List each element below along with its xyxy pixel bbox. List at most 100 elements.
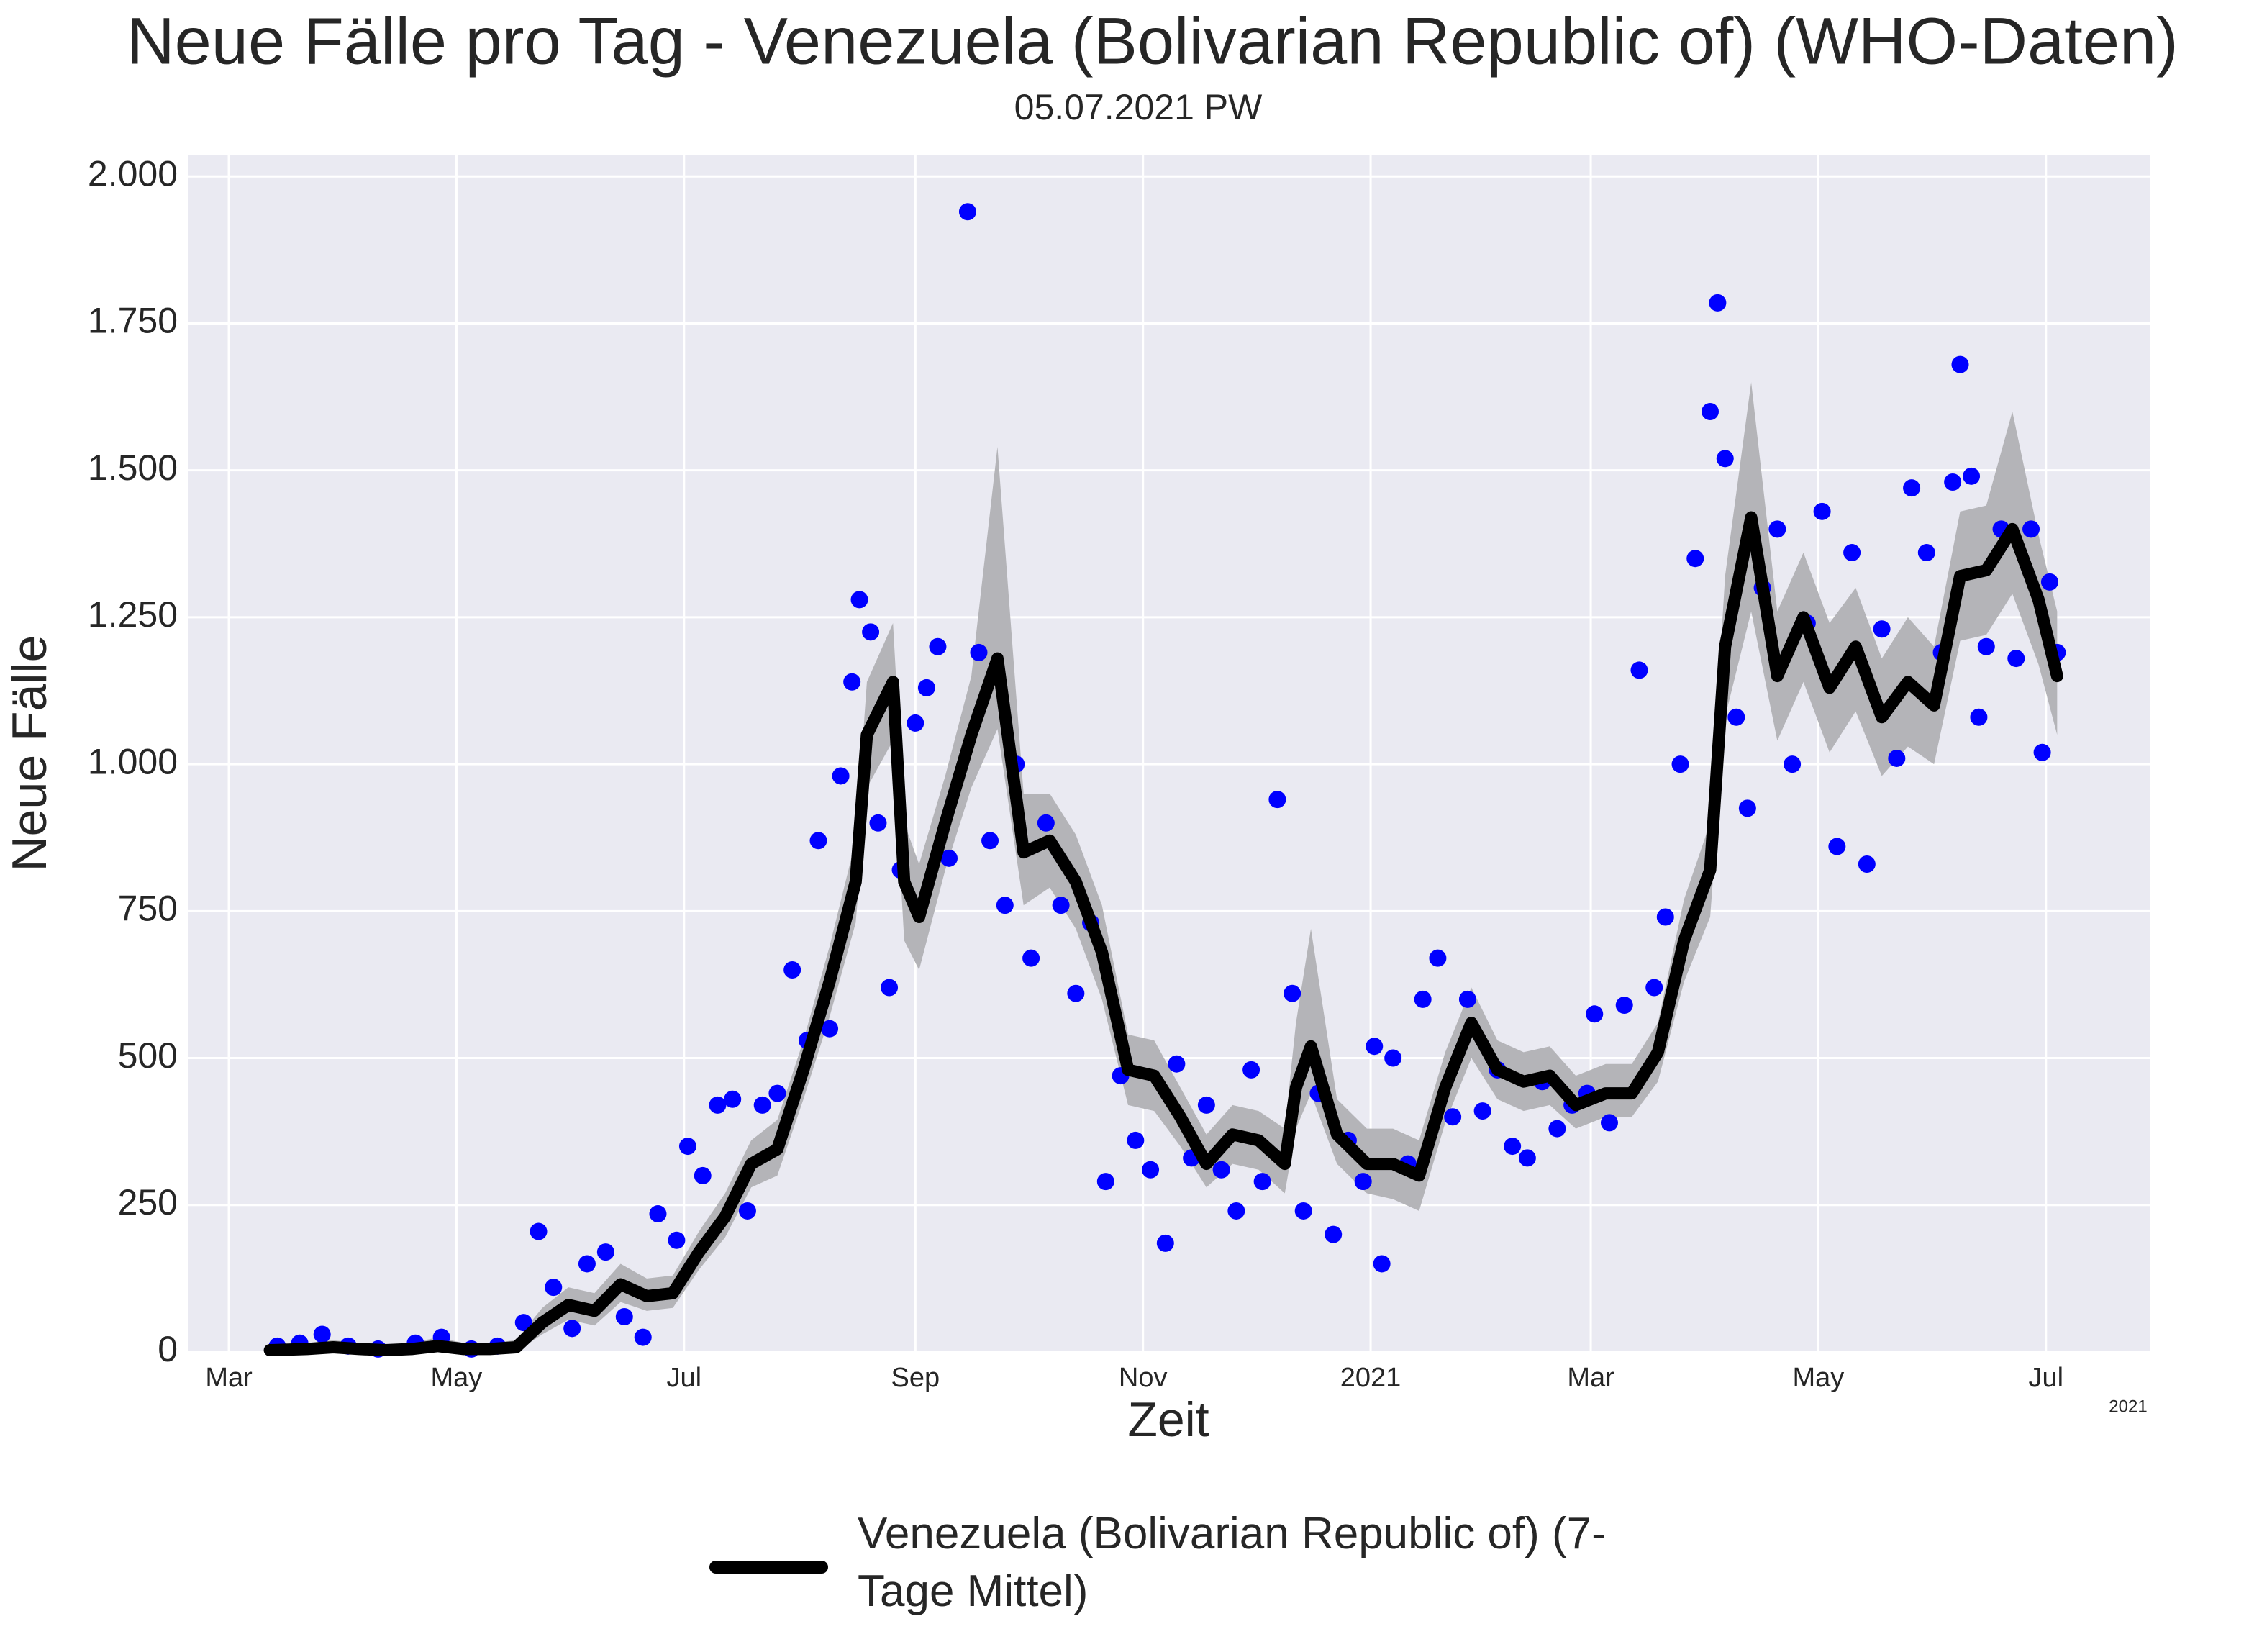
data-point — [668, 1231, 686, 1249]
data-point — [2040, 573, 2058, 591]
data-point — [768, 1084, 786, 1102]
data-point — [1951, 355, 1969, 373]
data-point — [1977, 637, 1995, 655]
data-point — [1843, 544, 1861, 562]
data-point — [1630, 661, 1648, 679]
data-point — [1504, 1138, 1522, 1156]
data-point — [1600, 1114, 1618, 1132]
data-point — [1253, 1173, 1271, 1191]
y-tick-label: 1.500 — [88, 448, 178, 488]
data-point — [2007, 650, 2025, 668]
data-point — [545, 1279, 563, 1297]
data-point — [1458, 990, 1476, 1008]
x-axis-label: Zeit — [1127, 1392, 1209, 1447]
data-point — [1702, 402, 1719, 420]
data-point — [881, 979, 899, 997]
data-point — [958, 203, 976, 221]
data-point — [1052, 897, 1070, 914]
y-tick-label: 500 — [118, 1035, 178, 1076]
data-point — [1156, 1234, 1174, 1252]
data-point — [981, 832, 999, 850]
data-point — [1813, 502, 1831, 520]
x-tick-label: Mar — [205, 1363, 253, 1393]
data-point — [1168, 1055, 1186, 1073]
chart-title: Neue Fälle pro Tag - Venezuela (Bolivari… — [127, 4, 2179, 78]
data-point — [1325, 1225, 1343, 1243]
range-band — [270, 382, 2058, 1352]
data-point — [1727, 708, 1745, 726]
data-point — [929, 637, 947, 655]
data-point — [678, 1138, 696, 1156]
data-point — [709, 1096, 727, 1114]
data-point — [1518, 1149, 1536, 1167]
y-tick-label: 250 — [118, 1182, 178, 1222]
x-tick-label: Jul — [2028, 1363, 2063, 1393]
data-point — [1354, 1173, 1372, 1191]
data-point — [1384, 1049, 1402, 1067]
data-point — [1716, 450, 1734, 468]
data-point — [996, 897, 1014, 914]
data-point — [1212, 1161, 1230, 1179]
x-tick-label: May — [1793, 1363, 1845, 1393]
y-tick-label: 1.750 — [88, 301, 178, 341]
y-axis-label: Neue Fälle — [2, 635, 57, 872]
data-point — [596, 1243, 614, 1261]
data-point — [917, 678, 935, 696]
data-point — [907, 714, 924, 732]
data-point — [1768, 520, 1786, 538]
data-point — [1917, 544, 1935, 562]
data-point — [850, 591, 868, 609]
data-point — [1444, 1108, 1462, 1126]
data-point — [1142, 1161, 1160, 1179]
x-tick-label: Nov — [1119, 1363, 1168, 1393]
data-point — [1037, 814, 1055, 832]
data-point — [578, 1255, 596, 1273]
data-point — [869, 814, 887, 832]
data-point — [1548, 1120, 1566, 1138]
data-point — [2033, 743, 2051, 761]
data-point — [1429, 949, 1447, 967]
data-point — [1873, 620, 1891, 638]
data-point — [843, 673, 861, 691]
data-point — [970, 643, 988, 661]
data-point — [1656, 908, 1674, 926]
x-tick-label: Mar — [1567, 1363, 1614, 1393]
data-point — [1127, 1131, 1145, 1149]
data-point — [1828, 838, 1846, 856]
data-point — [1615, 997, 1633, 1015]
data-point — [1242, 1061, 1260, 1079]
legend-label: Venezuela (Bolivarian Republic of) (7-Ta… — [858, 1509, 1607, 1616]
data-point — [1096, 1173, 1114, 1191]
data-point — [940, 849, 958, 867]
y-tick-label: 2.000 — [88, 153, 178, 194]
x-tick-label: Jul — [666, 1363, 701, 1393]
chart-subtitle: 05.07.2021 PW — [1014, 87, 1263, 127]
data-point — [1671, 755, 1689, 773]
data-point — [783, 961, 801, 979]
data-point — [724, 1090, 742, 1108]
data-point — [1944, 473, 1962, 491]
x-offset-label: 2021 — [2109, 1397, 2147, 1416]
data-point — [530, 1222, 548, 1240]
data-point — [738, 1202, 756, 1220]
data-point — [514, 1314, 532, 1332]
data-point — [1373, 1255, 1391, 1273]
data-point — [1586, 1005, 1604, 1023]
data-point — [832, 767, 850, 785]
data-point — [1268, 791, 1286, 809]
data-point — [1022, 949, 1040, 967]
data-point — [1686, 550, 1704, 568]
data-point — [1067, 984, 1085, 1002]
data-point — [1903, 479, 1921, 497]
x-tick-label: Sep — [891, 1363, 940, 1393]
data-point — [694, 1166, 712, 1184]
data-point — [1227, 1202, 1245, 1220]
data-point — [634, 1328, 652, 1346]
data-point — [1858, 855, 1876, 873]
y-tick-label: 1.250 — [88, 594, 178, 635]
data-point — [1473, 1102, 1491, 1120]
data-point — [1197, 1096, 1215, 1114]
data-point — [862, 623, 880, 641]
data-point — [1294, 1202, 1312, 1220]
